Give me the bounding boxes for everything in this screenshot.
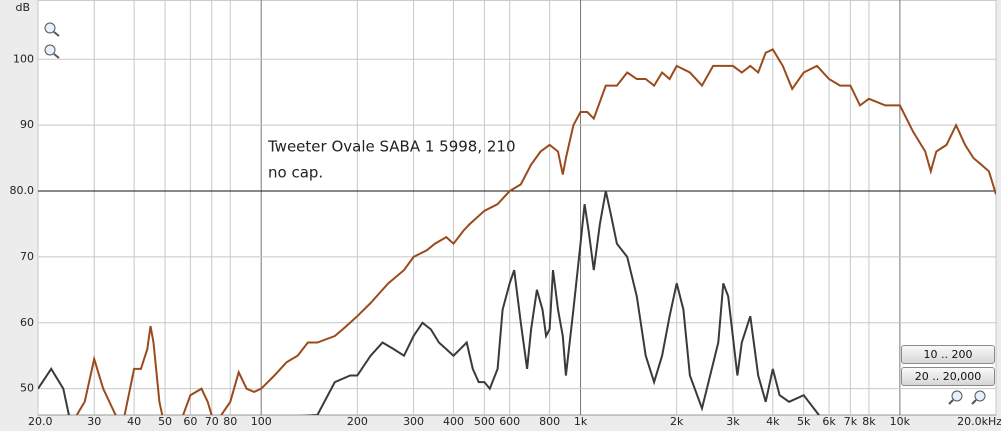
x-tick-label: 20.0 [28,415,53,428]
y-tick-label: 100 [13,52,34,65]
x-tick-label: 80 [223,415,237,428]
x-tick-label: 400 [443,415,464,428]
y-tick-label: 90 [20,118,34,131]
x-tick-label: 5k [797,415,811,428]
x-tick-label: 10k [890,415,911,428]
x-tick-label: 800 [539,415,560,428]
y-tick-label: 80.0 [10,184,35,197]
x-tick-label: 200 [347,415,368,428]
x-tick-label: 3k [726,415,740,428]
plot-area [37,0,997,416]
zoom-icons[interactable] [44,22,986,405]
x-tick-label: 40 [127,415,141,428]
x-tick-label: 500 [474,415,495,428]
y-tick-label: 50 [20,382,34,395]
x-tick-label: 8k [862,415,876,428]
x-tick-label: 2k [670,415,684,428]
series-line [38,190,821,415]
y-tick-label: 70 [20,250,34,263]
x-tick-label: 60 [183,415,197,428]
y-axis-label: dB [15,1,30,14]
annotation: no cap. [268,164,323,182]
x-tick-label: 300 [403,415,424,428]
y-tick-label: 60 [20,316,34,329]
x-tick-label: 600 [499,415,520,428]
x-tick-label: 30 [87,415,101,428]
x-tick-label: 100 [251,415,272,428]
x-tick-label: 7k [844,415,858,428]
zoom-button[interactable]: 10 .. 200 [901,345,995,364]
x-tick-label: 4k [766,415,780,428]
x-tick-label: 6k [822,415,836,428]
annotation: Tweeter Ovale SABA 1 5998, 210 [267,138,516,156]
series-line [75,48,996,415]
x-tick-label: 1k [574,415,588,428]
x-tick-label: 20.0kHz [957,415,1001,428]
x-tick-label: 70 [205,415,219,428]
zoom-button[interactable]: 20 .. 20,000 [901,367,995,386]
x-tick-label: 50 [158,415,172,428]
